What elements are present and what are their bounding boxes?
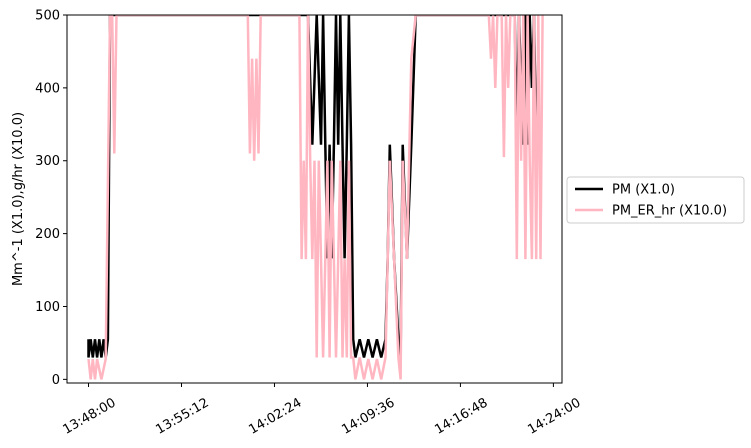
legend: PM (X1.0) PM_ER_hr (X10.0)	[566, 176, 745, 224]
y-tick-label: 0	[52, 373, 60, 388]
y-tick-label: 300	[35, 154, 60, 169]
y-tick-label: 400	[35, 81, 60, 96]
series-layer	[87, 15, 544, 380]
legend-label-pm: PM (X1.0)	[612, 183, 675, 198]
y-tick-label: 500	[35, 9, 60, 24]
legend-box	[566, 176, 745, 224]
y-tick-label: 100	[35, 300, 60, 315]
legend-label-pm-er-hr: PM_ER_hr (X10.0)	[612, 204, 727, 219]
y-axis: 0 100 200 300 400 500	[35, 9, 67, 388]
y-tick-label: 200	[35, 227, 60, 242]
y-axis-label: Mm^-1 (X1.0),g/hr (X10.0)	[11, 112, 26, 286]
plot-frame	[66, 14, 563, 384]
series-line-pm-er-hr	[87, 15, 544, 380]
